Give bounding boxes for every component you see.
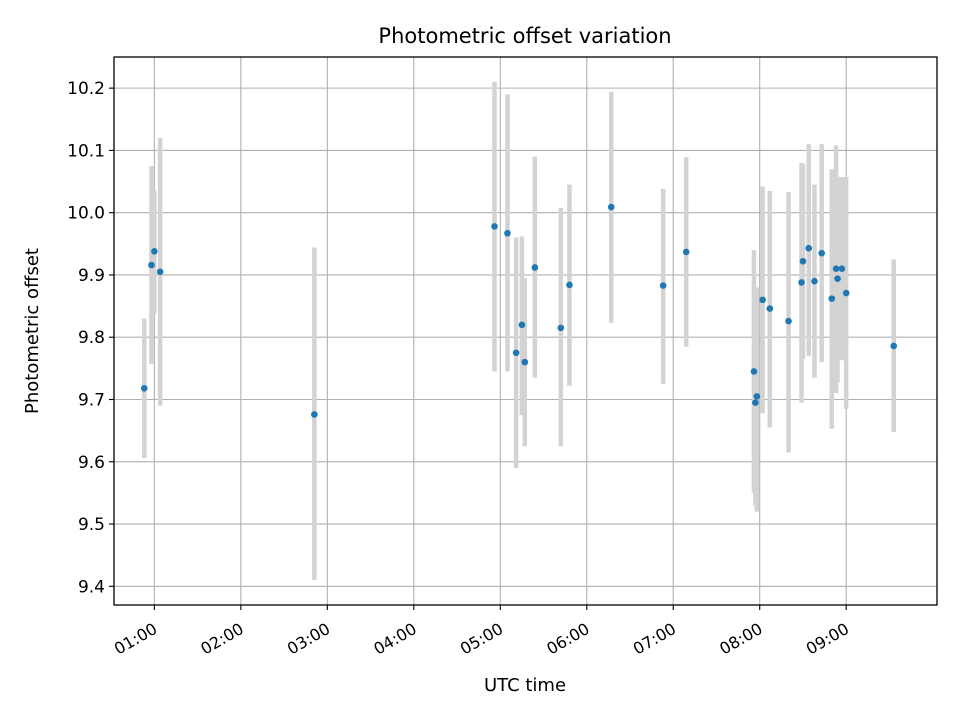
data-point [607,203,615,211]
data-point [491,223,498,230]
data-point [766,305,774,312]
data-point [834,275,841,282]
data-point [799,257,807,265]
plot-frame [113,56,938,606]
y-tick-label: 9.4 [78,577,105,597]
data-point [832,265,840,273]
y-axis-label: Photometric offset [22,248,43,414]
y-tick-label: 10.0 [67,204,105,224]
data-point [750,368,758,375]
x-axis-label: UTC time [484,675,566,696]
data-point [659,282,667,289]
data-points [140,203,898,418]
data-point [890,342,898,350]
y-tick-label: 9.7 [78,391,105,411]
y-tick-label: 9.5 [78,515,105,535]
y-tick-label: 10.2 [67,79,105,99]
data-point [148,261,155,269]
data-point [753,393,761,400]
data-point [518,321,526,329]
data-point [838,265,846,273]
data-point [811,277,818,285]
data-point [818,249,825,257]
y-tick-label: 9.9 [78,266,105,286]
y-tick-label: 9.6 [78,453,105,473]
data-point [151,247,158,255]
data-point [521,358,529,366]
data-point [311,411,318,418]
data-point [842,289,850,297]
data-point [798,279,805,286]
data-point [785,317,792,325]
y-axis-ticks: 9.4 9.5 9.6 9.7 9.8 9.9 10.0 10.1 10.2 [67,79,114,597]
data-point [557,324,565,332]
data-point [504,229,511,237]
data-point [759,296,766,304]
chart-title: Photometric offset variation [378,24,671,48]
data-point [156,268,164,276]
data-point [566,281,573,289]
data-point [682,248,690,256]
data-point [805,244,813,252]
data-point [828,295,836,302]
data-point [512,349,520,357]
data-point [531,264,539,271]
y-tick-label: 10.1 [67,141,105,161]
y-tick-label: 9.8 [78,328,105,348]
data-point [140,384,148,392]
data-point [752,399,759,406]
